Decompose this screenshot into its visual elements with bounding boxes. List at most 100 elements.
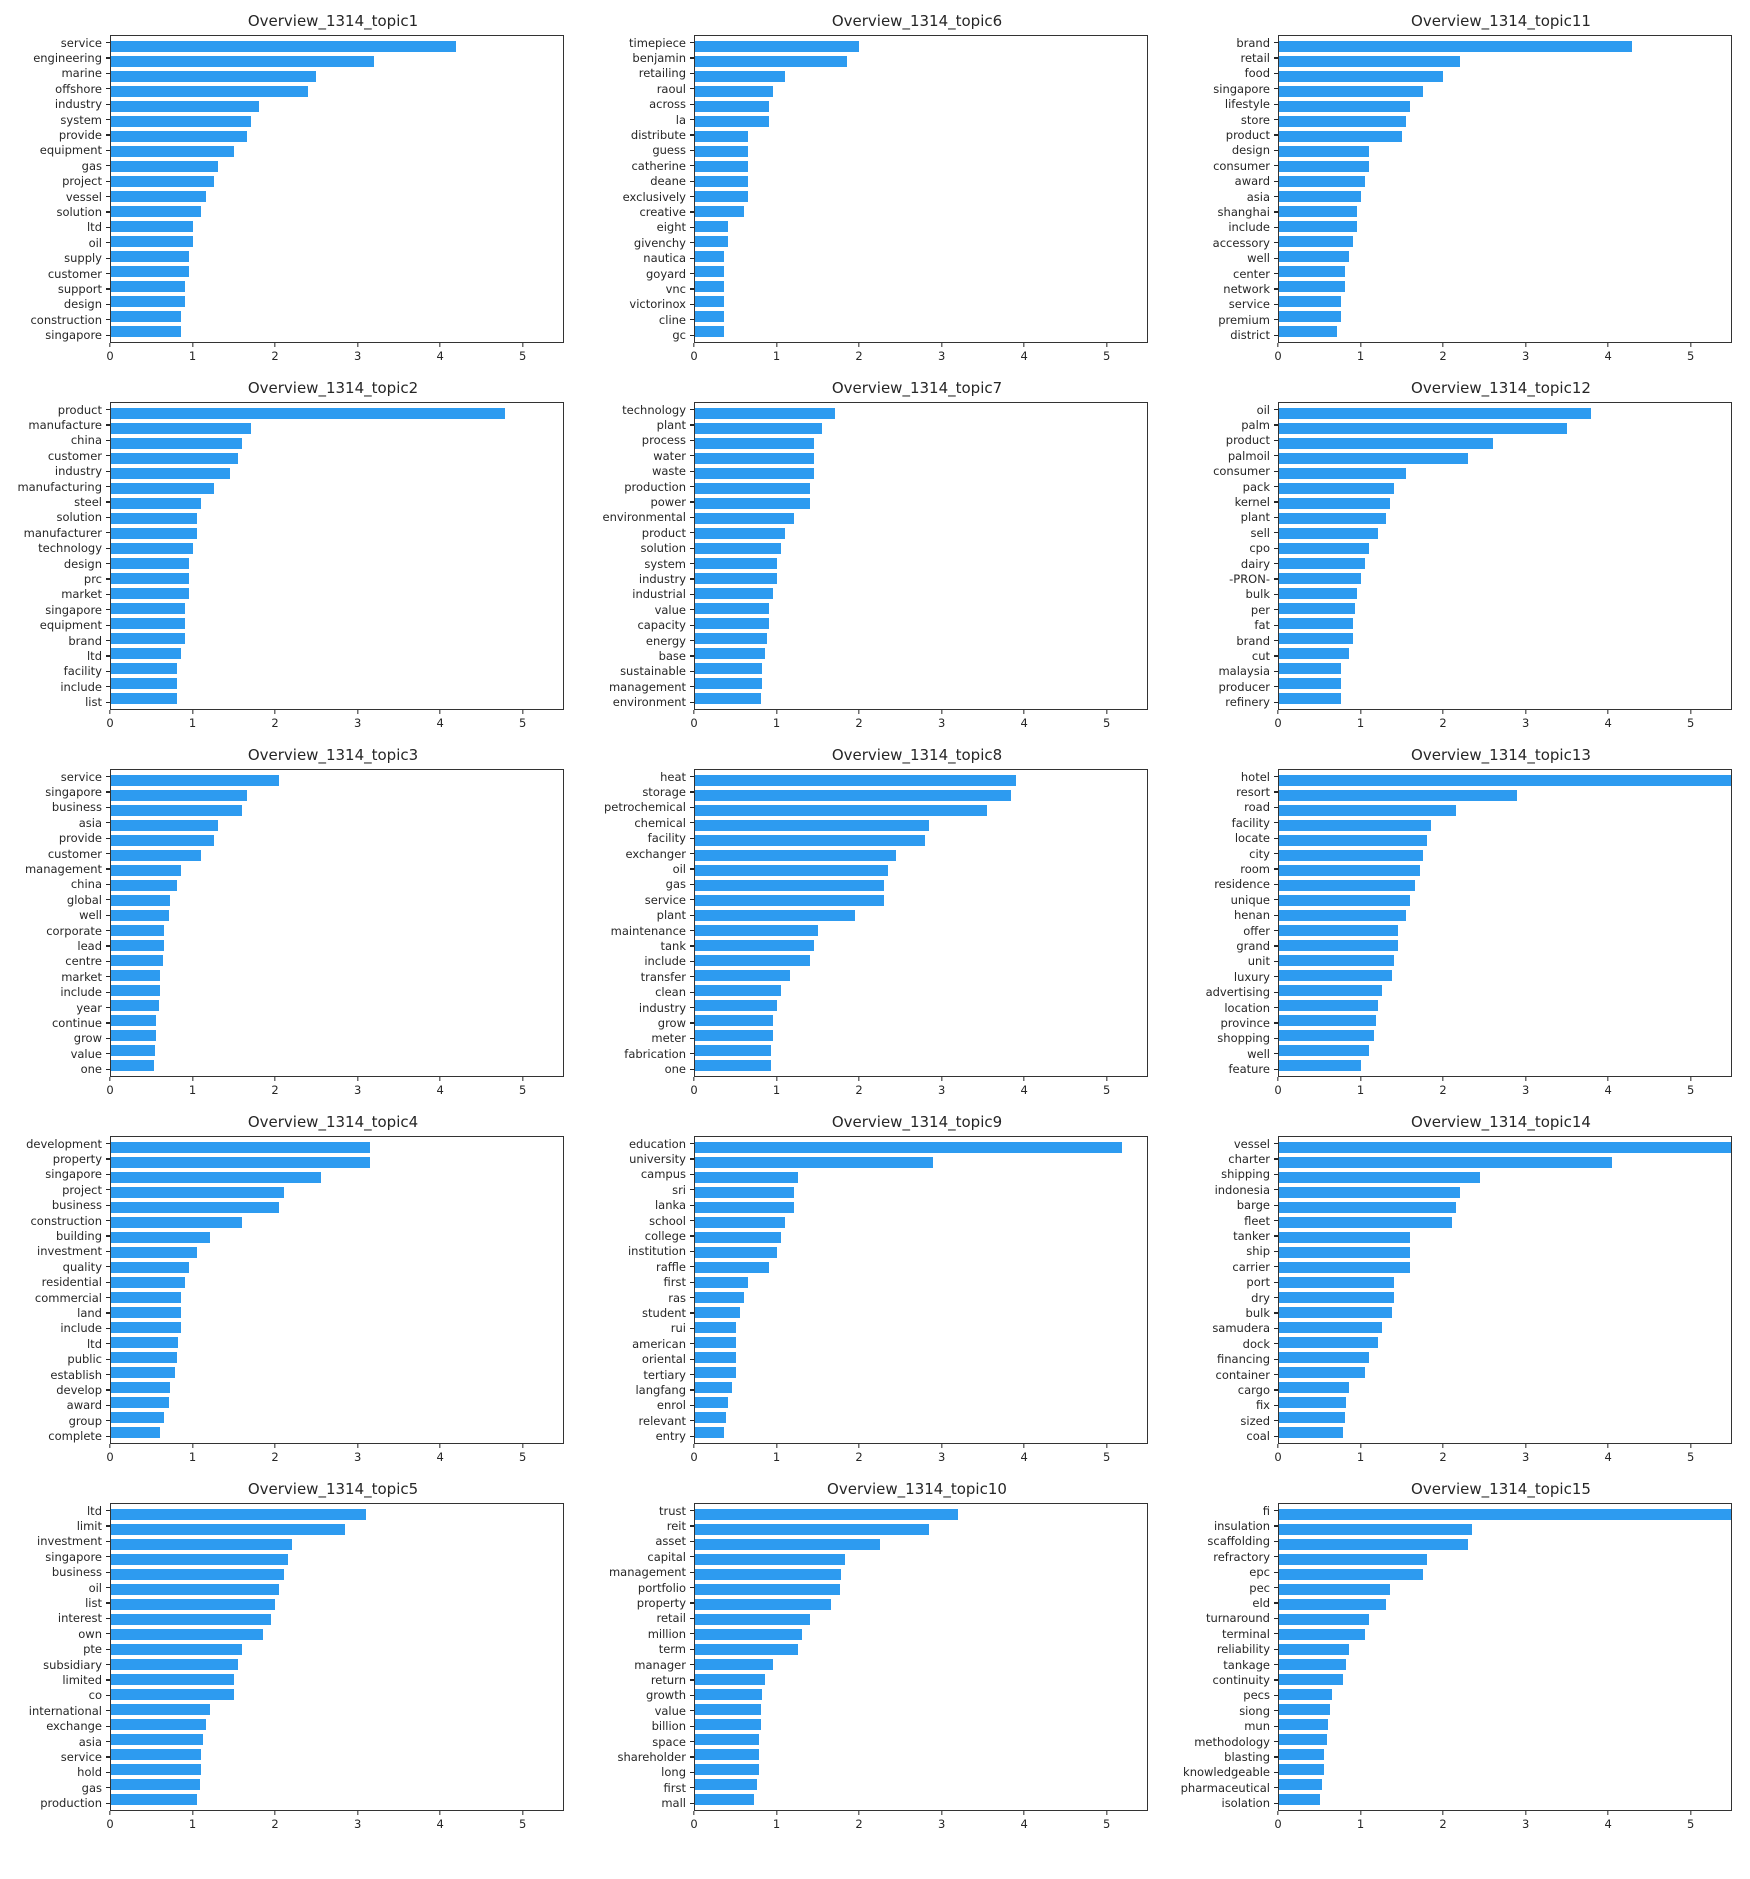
y-tick-mark — [1274, 991, 1278, 993]
bar-row — [1279, 1028, 1731, 1043]
bar — [111, 1628, 264, 1641]
bar — [1279, 662, 1341, 675]
y-tick-label-text: mun — [1244, 1719, 1270, 1734]
y-tick-label: langfang — [590, 1382, 694, 1397]
bar — [1279, 1306, 1393, 1319]
y-tick-mark — [1274, 88, 1278, 90]
y-tick-mark — [1274, 1587, 1278, 1589]
x-tick-label: 1 — [1356, 716, 1365, 730]
y-tick-mark — [690, 563, 694, 565]
bar-row — [695, 511, 1147, 526]
y-tick-label-text: building — [55, 1229, 102, 1244]
y-tick-label: center — [1174, 266, 1278, 281]
bar-row — [111, 406, 563, 421]
y-tick-mark — [1274, 1571, 1278, 1573]
x-tick-label: 2 — [1439, 1083, 1447, 1097]
y-tick-mark — [690, 1710, 694, 1712]
bar — [111, 1201, 280, 1214]
x-tick: 5 — [1687, 710, 1694, 730]
bar — [1279, 407, 1592, 420]
y-tick-label-text: retail — [656, 1611, 687, 1626]
y-tick-mark — [106, 776, 110, 778]
y-tick-label-text: meter — [651, 1031, 686, 1046]
y-tick-mark — [106, 701, 110, 703]
y-tick-mark — [106, 72, 110, 75]
bar — [695, 1261, 769, 1274]
bar-row — [1279, 541, 1731, 556]
bar — [695, 1246, 778, 1259]
y-tick-label-text: luxury — [1233, 969, 1270, 984]
y-tick-label-text: port — [1246, 1275, 1270, 1290]
y-tick-label: system — [6, 112, 110, 127]
y-tick-label: advertising — [1174, 985, 1278, 1000]
y-tick-label-text: china — [70, 877, 102, 892]
y-tick-label: transfer — [590, 969, 694, 984]
bar — [1279, 834, 1427, 847]
y-tick-label-text: institution — [627, 1244, 686, 1259]
bar-row — [111, 1792, 563, 1807]
y-tick-label: group — [6, 1413, 110, 1428]
y-tick-label: continue — [6, 1015, 110, 1030]
x-tick: 2 — [271, 1077, 279, 1097]
y-tick-mark — [106, 976, 110, 978]
y-tick-label-text: list — [85, 1596, 102, 1611]
y-tick-mark — [1274, 288, 1278, 290]
x-tick-label: 0 — [1274, 716, 1282, 730]
x-tick-mark — [1277, 1811, 1279, 1815]
bar-row — [1279, 189, 1731, 204]
y-tick-mark — [106, 470, 110, 472]
bar-row — [695, 1155, 1147, 1170]
bar — [1279, 1643, 1349, 1656]
y-tick-label-text: victorinox — [629, 297, 686, 312]
y-tick-label-text: land — [77, 1305, 102, 1320]
y-tick-mark — [690, 1327, 694, 1329]
y-tick-label: business — [6, 800, 110, 815]
bar — [695, 572, 778, 585]
x-tick-mark — [775, 710, 778, 714]
y-tick-label-text: knowledgeable — [1183, 1765, 1270, 1780]
bar-row — [695, 1642, 1147, 1657]
x-tick-mark — [1607, 1811, 1609, 1815]
y-tick-label-text: school — [649, 1213, 686, 1228]
y-tick-label-text: residential — [41, 1275, 102, 1290]
y-tick-label: space — [590, 1734, 694, 1749]
bar-row — [111, 586, 563, 601]
y-tick-label-text: bulk — [1245, 587, 1270, 602]
bar — [695, 954, 811, 967]
bar-row — [695, 1567, 1147, 1582]
x-tick-label: 0 — [690, 349, 698, 363]
y-tick-label-text: american — [632, 1336, 686, 1351]
y-tick-mark — [106, 1068, 110, 1070]
y-tick-label: environment — [590, 695, 694, 710]
y-tick-label-text: goyard — [645, 266, 686, 281]
bar — [1279, 1351, 1370, 1364]
bar-row — [1279, 234, 1731, 249]
y-tick-mark — [690, 822, 694, 824]
y-tick-label: malaysia — [1174, 664, 1278, 679]
y-tick-label-text: ltd — [86, 220, 102, 235]
y-tick-mark — [106, 1802, 110, 1804]
y-tick-label-text: capital — [647, 1549, 686, 1564]
bar-row — [111, 661, 563, 676]
bar-row — [111, 773, 563, 788]
chart-title: Overview_1314_topic12 — [1411, 379, 1591, 397]
bar — [111, 557, 190, 570]
y-tick-mark — [1274, 1204, 1278, 1206]
bar-row — [111, 1410, 563, 1425]
y-tick-label: singapore — [6, 328, 110, 343]
y-tick-mark — [106, 196, 110, 198]
y-tick-label-text: management — [608, 679, 686, 694]
plot-box — [1278, 35, 1732, 343]
y-tick-label: million — [590, 1626, 694, 1641]
bar — [695, 602, 769, 615]
bar-row — [695, 496, 1147, 511]
bar — [111, 1778, 200, 1791]
y-tick-mark — [690, 1404, 694, 1406]
bar — [1279, 1396, 1347, 1409]
x-tick: 5 — [1103, 1444, 1110, 1464]
y-tick-mark — [1274, 1617, 1278, 1620]
bar-row — [1279, 1155, 1731, 1170]
x-tick-label: 3 — [353, 349, 362, 363]
bar — [111, 1216, 243, 1229]
y-tick-label-text: turnaround — [1205, 1611, 1270, 1626]
